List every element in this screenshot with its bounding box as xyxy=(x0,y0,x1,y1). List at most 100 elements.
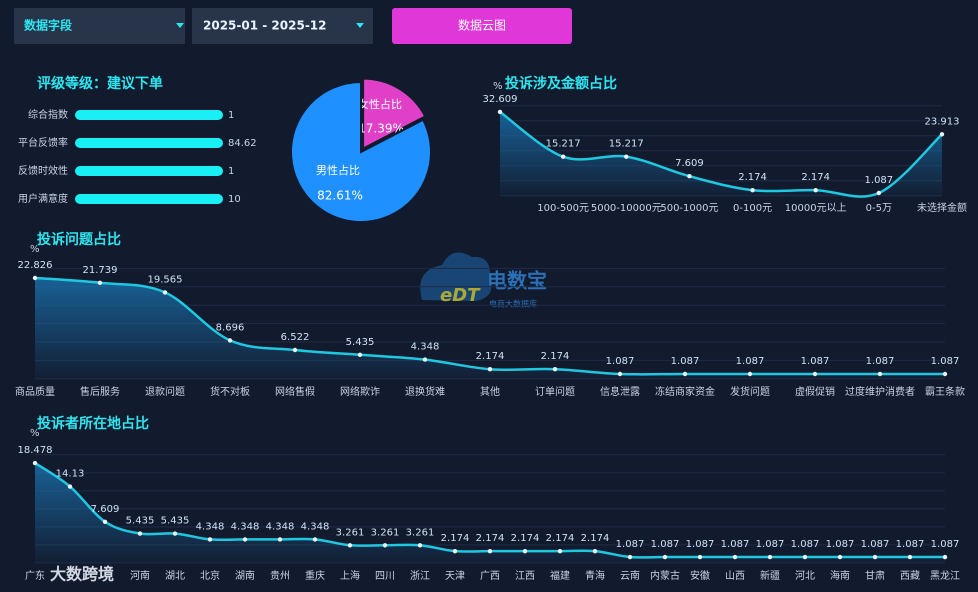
point xyxy=(624,154,629,159)
watermark: eDT 电数宝 电商大数据库 xyxy=(420,252,547,309)
point xyxy=(907,554,913,560)
point xyxy=(560,154,566,159)
rating-label: 反馈时效性 xyxy=(18,164,68,177)
range-select[interactable] xyxy=(192,8,373,44)
x-tick-label: 500-1000元 xyxy=(660,203,718,214)
point xyxy=(697,554,703,560)
value-label: 21.739 xyxy=(83,265,118,276)
rating-value: 1 xyxy=(228,166,234,177)
point xyxy=(876,190,882,196)
point xyxy=(497,109,503,115)
point xyxy=(162,290,168,295)
x-tick-label: 商品质量 xyxy=(15,385,55,398)
rating-bar xyxy=(75,194,223,204)
point xyxy=(227,338,233,343)
value-label: 5.435 xyxy=(346,337,375,348)
range-text: 2025-01 - 2025-12 xyxy=(203,19,327,33)
pie-slice xyxy=(290,80,432,223)
x-tick-label: 江西 xyxy=(515,570,535,582)
value-label: 1.087 xyxy=(931,356,960,367)
point xyxy=(452,548,458,554)
point xyxy=(67,484,73,489)
x-tick-label: 未选择金额 xyxy=(917,201,967,214)
point xyxy=(137,531,143,536)
value-label: 15.217 xyxy=(609,139,644,150)
value-label: 22.826 xyxy=(18,260,53,271)
point xyxy=(242,537,248,542)
value-label: 3.261 xyxy=(406,527,435,538)
point xyxy=(942,554,948,560)
corner-watermark: 大数跨境 xyxy=(50,565,114,584)
field-select[interactable] xyxy=(14,8,185,44)
cloud-button[interactable] xyxy=(392,8,572,44)
point xyxy=(747,371,753,377)
x-tick-label: 10000元以上 xyxy=(785,202,847,214)
x-tick-label: 湖北 xyxy=(165,570,185,582)
value-label: 1.087 xyxy=(801,356,830,367)
x-tick-label: 北京 xyxy=(200,569,220,582)
x-tick-label: 河北 xyxy=(795,570,815,582)
x-tick-label: 贵州 xyxy=(270,569,290,582)
point xyxy=(592,548,598,554)
point xyxy=(417,543,423,548)
x-tick-label: 退款问题 xyxy=(145,385,185,398)
logo-cloud xyxy=(420,252,492,301)
x-tick-label: 山西 xyxy=(725,570,745,582)
value-label: 4.348 xyxy=(196,521,225,532)
x-tick-label: 网络售假 xyxy=(275,385,315,398)
value-label: 2.174 xyxy=(541,351,570,362)
y-unit: % xyxy=(30,428,40,439)
point xyxy=(557,548,563,554)
point xyxy=(682,371,688,377)
value-label: 1.087 xyxy=(791,539,820,550)
x-tick-label: 广东 xyxy=(25,569,45,582)
chart-title: 投诉问题占比 xyxy=(37,231,121,248)
rating-label: 用户满意度 xyxy=(18,192,68,205)
point xyxy=(487,548,493,554)
point xyxy=(837,554,843,560)
x-tick-label: 西藏 xyxy=(900,570,920,582)
slice-value: 82.61% xyxy=(317,189,363,203)
chart-title: 投诉者所在地占比 xyxy=(37,415,149,432)
point xyxy=(872,554,878,560)
rating-value: 84.62 xyxy=(228,138,257,149)
point xyxy=(812,371,818,377)
value-label: 1.087 xyxy=(686,539,715,550)
x-tick-label: 售后服务 xyxy=(80,385,120,398)
point xyxy=(357,352,363,357)
value-label: 1.087 xyxy=(606,356,635,367)
point xyxy=(97,280,103,286)
x-tick-label: 霸王条款 xyxy=(925,385,965,398)
value-label: 2.174 xyxy=(801,172,830,183)
value-label: 15.217 xyxy=(546,139,581,150)
point xyxy=(939,132,945,137)
dropdown-arrow xyxy=(356,23,364,28)
x-tick-label: 安徽 xyxy=(690,569,710,582)
point xyxy=(312,537,318,542)
value-label: 14.13 xyxy=(56,469,85,480)
slice-value: 17.39% xyxy=(358,122,404,136)
value-label: 32.609 xyxy=(483,94,518,105)
x-tick-label: 甘肃 xyxy=(865,569,885,582)
x-tick-label: 湖南 xyxy=(235,569,255,582)
value-label: 1.087 xyxy=(826,539,855,550)
x-tick-label: 重庆 xyxy=(305,569,325,582)
point xyxy=(767,554,773,560)
value-label: 4.348 xyxy=(231,521,260,532)
y-unit: % xyxy=(493,81,503,92)
brand-sub: 电商大数据库 xyxy=(489,299,537,309)
x-tick-label: 上海 xyxy=(340,569,360,582)
rating-value: 1 xyxy=(228,110,234,121)
x-tick-label: 过度维护消费者 xyxy=(845,385,915,398)
x-tick-label: 0-5万 xyxy=(866,203,892,214)
rating-bar xyxy=(75,166,223,176)
x-tick-label: 其他 xyxy=(480,385,500,398)
x-tick-label: 信息泄露 xyxy=(600,385,640,398)
value-label: 5.435 xyxy=(161,516,190,527)
x-tick-label: 四川 xyxy=(375,571,395,582)
point xyxy=(877,371,883,377)
area xyxy=(500,111,942,197)
x-tick-label: 浙江 xyxy=(410,570,430,582)
point xyxy=(687,174,692,179)
